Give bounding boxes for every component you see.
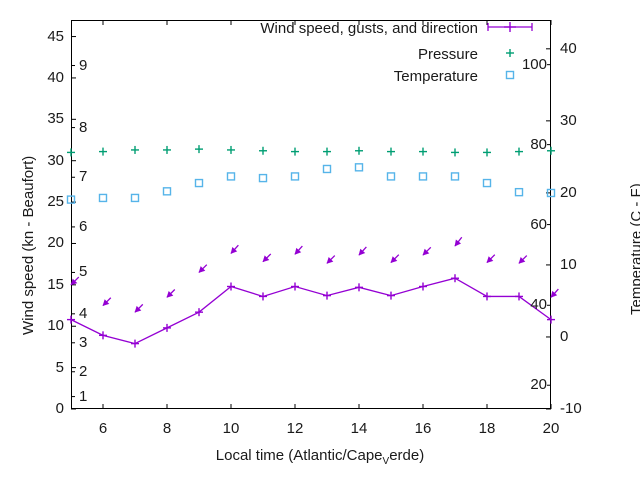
series-temperature xyxy=(66,163,556,204)
beaufort-label: 5 xyxy=(79,263,88,281)
x-tick-label: 20 xyxy=(542,420,560,437)
x-tick-label: 10 xyxy=(222,420,240,437)
x-tick-label: 18 xyxy=(478,420,496,437)
series-pressure xyxy=(67,145,555,157)
fahrenheit-label: 80 xyxy=(530,135,547,153)
fahrenheit-label: 40 xyxy=(530,296,547,314)
beaufort-label: 8 xyxy=(79,118,88,136)
series-wind-gust-arrows xyxy=(70,236,559,313)
legend-label: Temperature xyxy=(393,68,478,85)
legend-item: Pressure xyxy=(230,44,535,66)
legend-item: Temperature xyxy=(230,66,535,88)
y-tick-label-left: 35 xyxy=(47,110,64,128)
legend-label: Wind speed, gusts, and direction xyxy=(260,20,478,37)
legend-label: Pressure xyxy=(417,46,478,63)
x-tick-label: 6 xyxy=(98,420,108,437)
fahrenheit-label: 20 xyxy=(530,376,547,394)
y-tick-label-right: 30 xyxy=(560,111,577,129)
fahrenheit-label: 100 xyxy=(521,55,547,73)
beaufort-label: 4 xyxy=(79,304,88,322)
fahrenheit-label: 60 xyxy=(530,215,547,233)
x-axis-title-main: Local time (Atlantic/Cape xyxy=(215,447,383,464)
x-tick-label: 12 xyxy=(286,420,304,437)
beaufort-label: 7 xyxy=(79,168,88,186)
y-tick-label-left: 20 xyxy=(47,234,64,252)
y-tick-label-left: 10 xyxy=(47,317,64,335)
legend-swatch xyxy=(506,49,514,57)
y-tick-label-right: -10 xyxy=(560,400,582,417)
y-tick-label-right: 20 xyxy=(560,183,577,201)
x-axis-title: Local time (Atlantic/CapeVerde) xyxy=(216,447,424,467)
y-tick-label-right: 10 xyxy=(560,255,577,273)
x-tick-label: 16 xyxy=(414,420,432,437)
y-tick-label-left: 15 xyxy=(47,275,64,293)
x-tick-label: 8 xyxy=(162,420,172,437)
beaufort-label: 9 xyxy=(79,56,88,74)
y-tick-label-left: 40 xyxy=(47,68,64,86)
y-tick-label-left: 0 xyxy=(55,400,64,417)
y-tick-label-left: 25 xyxy=(47,193,64,211)
plot-frame xyxy=(71,20,551,409)
x-tick-label: 14 xyxy=(350,420,368,437)
y-tick-label-left: 5 xyxy=(55,358,64,376)
beaufort-label: 6 xyxy=(79,217,88,235)
series-wind-speed xyxy=(67,274,555,348)
x-axis-title-tail: erde) xyxy=(389,447,425,464)
legend-item: Wind speed, gusts, and direction xyxy=(230,18,535,44)
legend-swatch xyxy=(487,22,533,32)
beaufort-label: 2 xyxy=(79,362,88,380)
y-tick-label-right: 40 xyxy=(560,39,577,57)
x-axis-title-subscript: V xyxy=(382,456,390,467)
y-tick-label-left: 30 xyxy=(47,151,64,169)
y-tick-label-left: 45 xyxy=(47,27,64,45)
x-axis-title-wrap: Local time (Atlantic/CapeVerde) xyxy=(0,447,640,467)
legend-swatch xyxy=(505,70,515,80)
beaufort-label: 1 xyxy=(79,387,88,405)
beaufort-label: 3 xyxy=(79,333,88,351)
y-tick-label-right: 0 xyxy=(560,327,569,345)
